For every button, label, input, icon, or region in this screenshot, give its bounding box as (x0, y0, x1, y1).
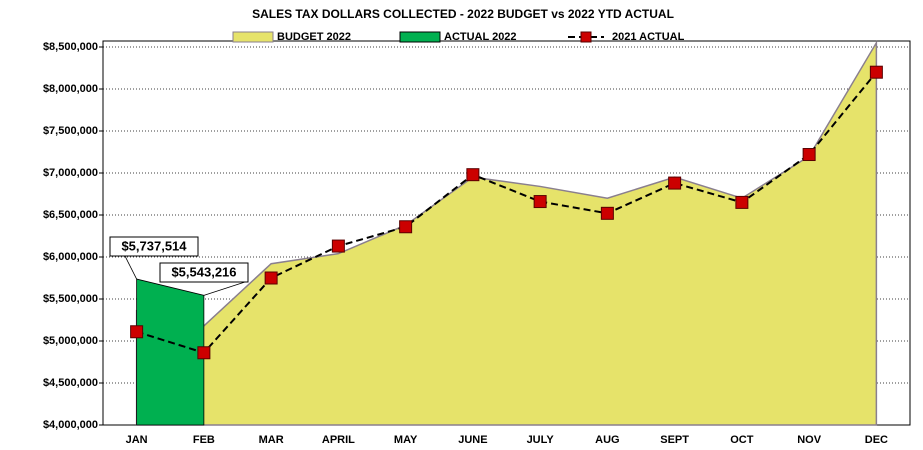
y-tick-label: $6,500,000 (43, 209, 98, 221)
marker (735, 195, 749, 209)
x-tick-label: JUNE (458, 434, 487, 446)
area (135, 40, 878, 426)
x-tick-label: JULY (527, 434, 555, 446)
y-tick-label: $8,000,000 (43, 83, 98, 95)
data-label: $5,737,514 (121, 238, 187, 253)
x-tick-label: MAR (259, 434, 284, 446)
legend-marker (580, 31, 592, 43)
data-label: $5,543,216 (171, 264, 236, 279)
marker (264, 271, 278, 285)
y-tick-label: $7,500,000 (43, 125, 98, 137)
x-tick-label: AUG (595, 434, 619, 446)
x-tick-label: FEB (193, 434, 215, 446)
marker (668, 176, 682, 190)
y-tick-label: $6,000,000 (43, 251, 98, 263)
marker (197, 346, 211, 360)
chart-title: SALES TAX DOLLARS COLLECTED - 2022 BUDGE… (252, 7, 674, 21)
x-tick-label: APRIL (322, 434, 355, 446)
callout-line (124, 255, 137, 280)
legend-label: BUDGET 2022 (277, 31, 351, 43)
y-tick-label: $7,000,000 (43, 167, 98, 179)
legend-swatch (399, 31, 441, 43)
label-box (109, 236, 199, 257)
marker (802, 148, 816, 162)
x-tick-label: OCT (730, 434, 754, 446)
y-tick-label: $4,000,000 (43, 419, 98, 431)
legend-swatch (232, 31, 274, 43)
marker (869, 65, 883, 79)
marker (130, 325, 144, 339)
marker (399, 220, 413, 234)
label-box (159, 262, 249, 283)
x-tick-label: JAN (126, 434, 148, 446)
legend-label: 2021 ACTUAL (612, 31, 685, 43)
callout-line (203, 281, 246, 296)
area (136, 278, 205, 426)
x-tick-label: NOV (797, 434, 822, 446)
legend-label: ACTUAL 2022 (444, 31, 517, 43)
line (136, 71, 878, 354)
y-tick-label: $8,500,000 (43, 41, 98, 53)
marker (331, 239, 345, 253)
y-tick-label: $5,500,000 (43, 293, 98, 305)
x-tick-label: DEC (865, 434, 888, 446)
marker (533, 195, 547, 209)
x-tick-label: MAY (394, 434, 418, 446)
marker (466, 168, 480, 182)
x-tick-label: SEPT (660, 434, 689, 446)
y-tick-label: $4,500,000 (43, 377, 98, 389)
marker (600, 206, 614, 220)
y-tick-label: $5,000,000 (43, 335, 98, 347)
